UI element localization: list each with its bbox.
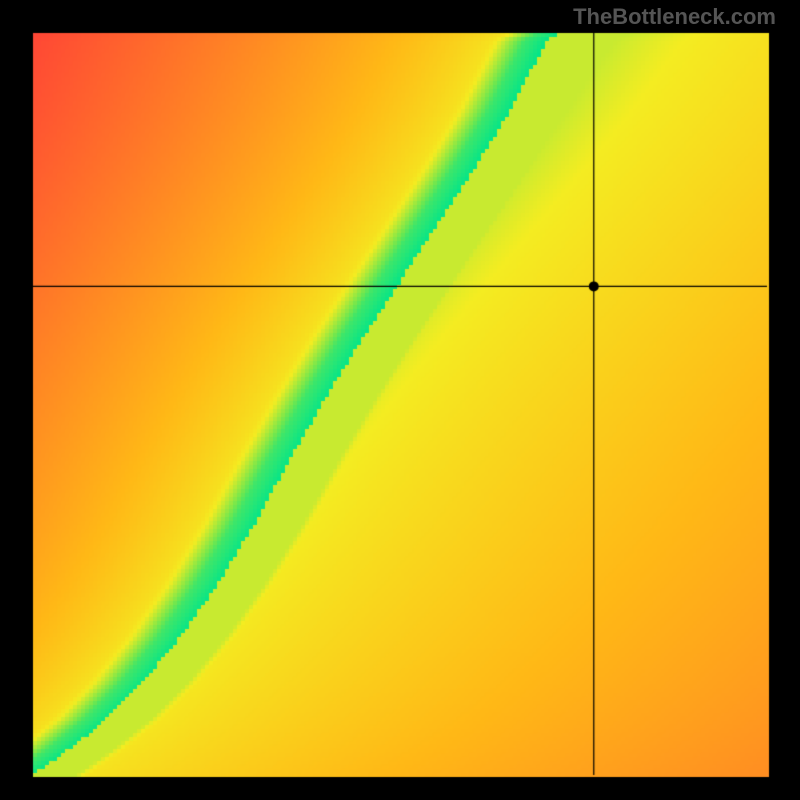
bottleneck-heatmap: [0, 0, 800, 800]
watermark-text: TheBottleneck.com: [573, 4, 776, 30]
